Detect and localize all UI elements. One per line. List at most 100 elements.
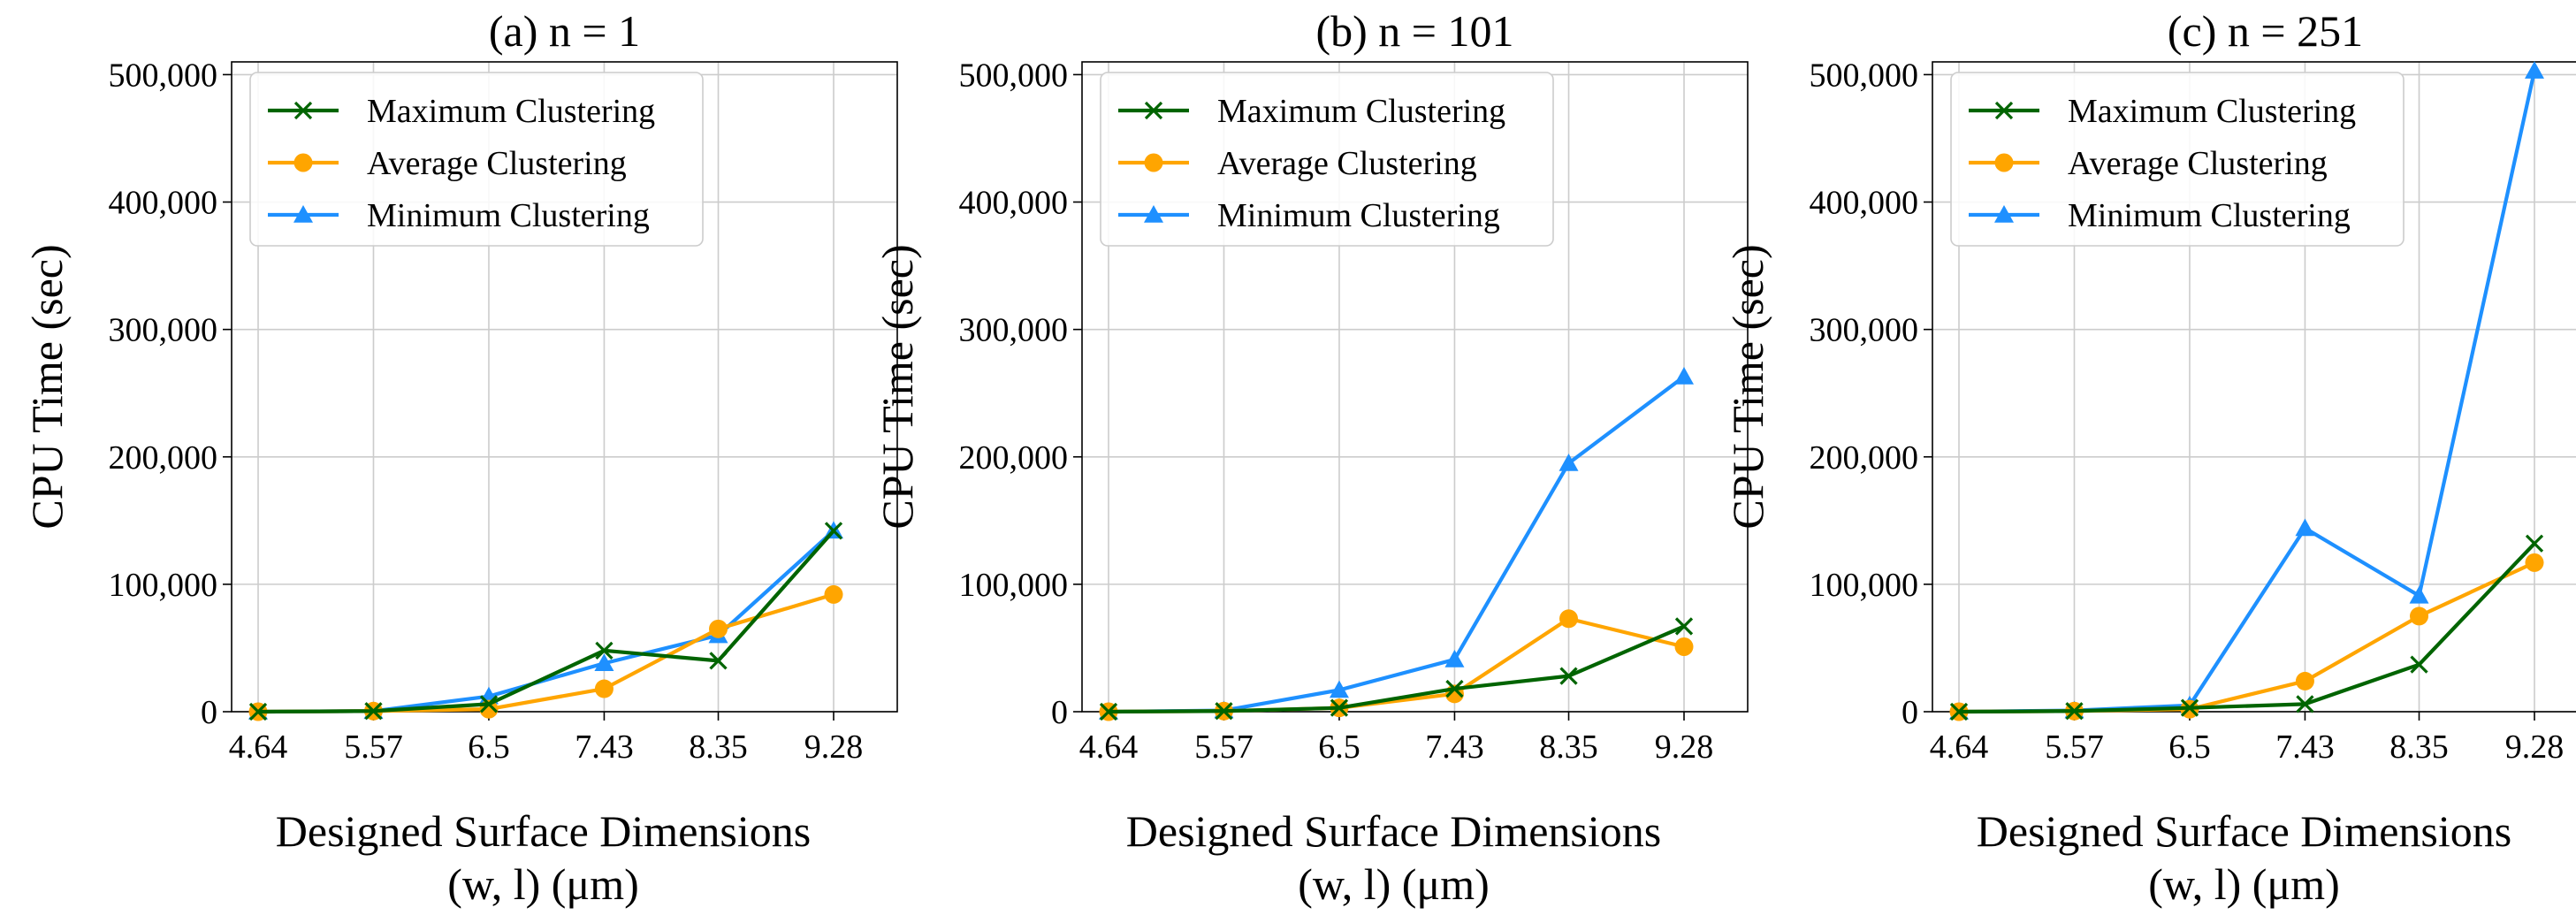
x-axis-label-line2: (w, l) (μm) <box>2148 859 2340 909</box>
data-point <box>2295 518 2315 537</box>
legend: Maximum Clustering Average Clustering Mini… <box>1100 72 1554 247</box>
y-tick-label: 0 <box>1051 694 1068 731</box>
chart-panel-1: 4.64 5.57 6.5 7.43 8.35 9.28 0 100,000 200,000 30… <box>22 6 898 909</box>
legend-marker <box>293 101 313 120</box>
data-point <box>248 702 268 721</box>
y-tick-label: 400,000 <box>109 185 218 222</box>
series-average-clustering <box>1949 553 2544 721</box>
x-axis-label-line1: Designed Surface Dimensions <box>276 806 811 856</box>
y-axis-label: CPU Time (sec) <box>873 244 922 529</box>
data-point <box>594 679 614 698</box>
y-tick-label: 0 <box>1902 694 1918 731</box>
y-tick-label: 400,000 <box>959 185 1069 222</box>
x-tick-label: 4.64 <box>229 728 288 766</box>
x-tick-label: 4.64 <box>1079 728 1139 766</box>
y-tick-label: 400,000 <box>1810 185 1919 222</box>
data-point <box>824 584 843 604</box>
data-point <box>2065 702 2084 721</box>
series-line <box>1958 542 2536 714</box>
x-tick-label: 6.5 <box>1318 728 1360 766</box>
legend-box <box>249 72 704 247</box>
plot-frame <box>1932 61 2576 713</box>
series-line <box>1108 375 1686 714</box>
legend-label: Average Clustering <box>2068 145 2328 182</box>
series-maximum-clustering <box>1099 617 1694 721</box>
legend-marker <box>1144 101 1163 120</box>
legend-marker <box>1994 153 2014 172</box>
data-point <box>1674 637 1694 656</box>
data-point <box>1674 366 1694 385</box>
y-axis-label: CPU Time (sec) <box>1723 244 1772 529</box>
data-point <box>2410 655 2428 674</box>
legend-label: Minimum Clustering <box>367 197 650 234</box>
plot-frame <box>1081 61 1749 713</box>
series-minimum-clustering <box>1099 366 1694 720</box>
data-point <box>824 522 843 540</box>
series-maximum-clustering <box>248 522 843 721</box>
y-tick-label: 0 <box>201 694 217 731</box>
y-tick-label: 200,000 <box>109 439 218 477</box>
legend-label: Minimum Clustering <box>2068 197 2351 234</box>
x-tick-label: 9.28 <box>804 728 864 766</box>
series-line <box>1108 624 1685 714</box>
y-axis-label: CPU Time (sec) <box>22 244 72 529</box>
series-average-clustering <box>1099 609 1694 721</box>
x-tick-label: 5.57 <box>344 728 403 766</box>
data-point <box>2525 553 2544 572</box>
y-tick-label: 100,000 <box>1810 567 1919 604</box>
x-tick-label: 6.5 <box>468 728 510 766</box>
legend-marker <box>1994 101 2014 120</box>
legend-label: Average Clustering <box>1217 145 1477 182</box>
data-point <box>709 652 728 670</box>
legend: Maximum Clustering Average Clustering Mini… <box>249 72 704 247</box>
legend-label: Minimum Clustering <box>1217 197 1500 234</box>
data-point <box>1099 702 1118 721</box>
chart-panel-2: 4.64 5.57 6.5 7.43 8.35 9.28 0 100,000 200,000 30… <box>873 6 1749 909</box>
legend-label: Maximum Clustering <box>2068 93 2356 130</box>
data-point <box>364 702 383 721</box>
data-point <box>1559 453 1579 471</box>
x-tick-label: 7.43 <box>575 728 634 766</box>
data-point <box>2180 698 2199 717</box>
chart-title: (c) n = 251 <box>2168 6 2363 56</box>
data-point <box>2525 61 2544 79</box>
data-point <box>1445 679 1464 698</box>
chart-title: (b) n = 101 <box>1316 6 1514 56</box>
data-point <box>709 619 728 638</box>
legend-marker <box>1994 205 2014 223</box>
data-point <box>1559 609 1579 629</box>
y-tick-label: 200,000 <box>1810 439 1919 477</box>
data-point <box>2296 695 2314 713</box>
x-tick-label: 5.57 <box>2045 728 2104 766</box>
data-point <box>2410 606 2429 626</box>
data-point <box>2295 671 2314 690</box>
y-tick-label: 300,000 <box>959 312 1069 349</box>
data-point <box>1215 702 1233 721</box>
data-point <box>594 653 614 672</box>
data-point <box>1329 680 1349 698</box>
legend-label: Average Clustering <box>367 145 627 182</box>
series-line <box>257 592 835 714</box>
legend: Maximum Clustering Average Clustering Mini… <box>1950 72 2405 247</box>
data-point <box>1330 698 1349 717</box>
data-point <box>1559 667 1578 685</box>
y-tick-label: 200,000 <box>959 439 1069 477</box>
x-tick-label: 9.28 <box>1655 728 1714 766</box>
x-tick-label: 6.5 <box>2168 728 2211 766</box>
legend-box <box>1100 72 1554 247</box>
legend-marker <box>293 153 313 172</box>
x-axis-label-line2: (w, l) (μm) <box>447 859 639 909</box>
chart-panel-3: 4.64 5.57 6.5 7.43 8.35 9.28 0 100,000 200,000 30… <box>1723 6 2576 909</box>
data-point <box>1674 617 1694 636</box>
series-line <box>257 529 835 714</box>
series-maximum-clustering <box>1949 534 2544 721</box>
x-tick-label: 8.35 <box>2389 728 2449 766</box>
y-tick-label: 500,000 <box>109 57 218 94</box>
chart-title: (a) n = 1 <box>489 6 640 56</box>
data-point <box>2525 534 2544 553</box>
legend-label: Maximum Clustering <box>1217 93 1505 130</box>
x-tick-label: 9.28 <box>2505 728 2565 766</box>
data-point <box>479 695 499 713</box>
data-point <box>2409 585 2429 604</box>
